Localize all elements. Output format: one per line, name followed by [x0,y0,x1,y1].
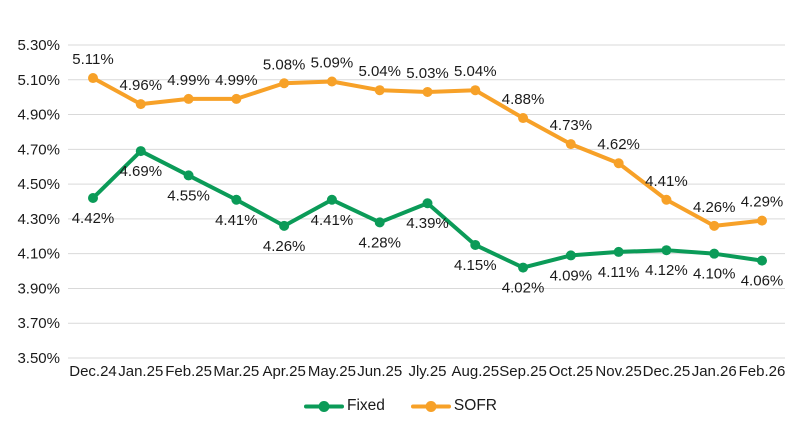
x-axis-tick-label: Nov.25 [595,363,641,380]
sofr-data-point-marker [661,194,672,205]
sofr-data-point-marker [326,76,337,87]
x-axis-tick-label: May.25 [308,363,356,380]
legend-label-sofr: SOFR [453,397,497,415]
sofr-data-point-label: 4.99% [215,72,258,89]
sofr-data-point-marker [565,139,576,150]
sofr-data-point-label: 5.04% [358,63,401,80]
legend-label-fixed: Fixed [347,397,385,415]
sofr-data-point-label: 4.73% [550,117,593,134]
x-axis-tick-label: Mar.25 [213,363,259,380]
x-axis-tick-label: Jun.25 [357,363,402,380]
sofr-data-point-label: 5.03% [406,65,449,82]
fixed-data-point-marker [422,198,433,209]
y-axis-tick-label: 4.70% [17,141,60,158]
fixed-data-point-marker [470,239,481,250]
legend-item-sofr: SOFR [410,397,497,415]
fixed-data-point-label: 4.69% [120,163,163,180]
x-axis-tick-label: Feb.25 [165,363,212,380]
sofr-data-point-marker [374,85,385,96]
fixed-data-point-marker [231,194,242,205]
fixed-series-marker-icon [304,400,345,412]
y-axis-tick-label: 3.90% [17,280,60,297]
sofr-data-point-label: 5.09% [311,55,354,72]
fixed-data-point-label: 4.12% [645,262,688,279]
fixed-data-point-marker [565,250,576,261]
sofr-data-point-label: 4.29% [741,194,784,211]
y-axis-tick-label: 4.30% [17,211,60,228]
fixed-data-point-marker [135,146,146,157]
sofr-data-point-marker [470,85,481,96]
y-axis-tick-label: 5.30% [17,37,60,54]
fixed-data-point-label: 4.10% [693,266,736,283]
fixed-data-point-label: 4.41% [311,212,354,229]
x-axis-tick-label: Sep.25 [499,363,547,380]
fixed-data-point-marker [613,246,624,257]
legend: Fixed SOFR [0,394,801,418]
y-axis-tick-label: 4.50% [17,176,60,193]
y-axis-tick-label: 3.50% [17,350,60,367]
y-axis-tick-label: 4.10% [17,246,60,263]
fixed-data-point-marker [661,245,672,256]
fixed-data-point-label: 4.09% [550,267,593,284]
sofr-data-point-label: 5.11% [72,51,113,68]
fixed-data-point-marker [709,248,720,259]
sofr-data-point-marker [709,220,720,231]
fixed-data-point-marker [518,262,529,273]
sofr-data-point-label: 4.26% [693,199,736,216]
sofr-data-point-label: 4.96% [120,77,163,94]
sofr-data-point-marker [88,73,98,84]
x-axis-tick-label: Oct.25 [549,363,593,380]
sofr-data-point-label: 4.62% [597,136,640,153]
sofr-data-point-label: 5.04% [454,63,497,80]
sofr-data-point-label: 4.41% [645,173,688,190]
y-axis-tick-label: 4.90% [17,107,60,124]
fixed-data-point-label: 4.39% [406,215,449,232]
x-axis-tick-label: Dec.25 [643,363,691,380]
fixed-data-point-marker [757,255,767,266]
fixed-data-point-label: 4.06% [741,273,784,290]
x-axis-tick-label: Aug.25 [452,363,500,380]
fixed-data-point-marker [374,217,385,228]
fixed-data-point-label: 4.42% [72,210,115,227]
fixed-data-point-marker [326,194,337,205]
sofr-data-point-marker [135,99,146,110]
fixed-data-point-marker [279,220,290,231]
x-axis-tick-label: Apr.25 [262,363,305,380]
legend-item-fixed: Fixed [304,398,385,414]
x-axis-tick-label: Feb.26 [739,363,786,380]
fixed-data-point-label: 4.41% [215,212,258,229]
y-axis-tick-label: 3.70% [17,315,60,332]
x-axis-tick-label: Dec.24 [69,363,117,380]
sofr-series-marker-icon [410,400,451,412]
x-axis-tick-label: Jan.25 [118,363,163,380]
sofr-data-point-marker [613,158,624,169]
fixed-data-point-label: 4.26% [263,238,306,255]
sofr-data-point-marker [422,86,433,97]
x-axis-tick-label: Jly.25 [408,363,446,380]
sofr-data-point-marker [518,113,529,124]
fixed-data-point-label: 4.28% [358,234,401,251]
fixed-data-point-label: 4.11% [598,264,639,281]
sofr-data-point-marker [183,93,194,104]
sofr-data-point-marker [279,78,290,89]
fixed-data-point-marker [88,193,98,204]
fixed-data-point-label: 4.15% [454,257,497,274]
sofr-data-point-marker [757,215,767,226]
x-axis-tick-label: Jan.26 [692,363,737,380]
y-axis-tick-label: 5.10% [17,72,60,89]
fixed-data-point-marker [183,170,194,181]
sofr-data-point-label: 4.99% [167,72,210,89]
fixed-data-point-label: 4.55% [167,187,210,204]
fixed-data-point-label: 4.02% [502,280,545,297]
sofr-data-point-label: 4.88% [502,91,545,108]
sofr-data-point-marker [231,93,242,104]
sofr-data-point-label: 5.08% [263,56,306,73]
